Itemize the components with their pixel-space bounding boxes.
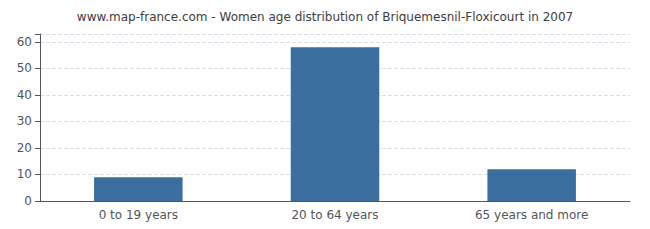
svg-text:30: 30 bbox=[17, 114, 32, 128]
svg-text:40: 40 bbox=[17, 88, 32, 102]
svg-text:50: 50 bbox=[17, 61, 32, 75]
svg-text:60: 60 bbox=[17, 35, 32, 49]
svg-text:0: 0 bbox=[24, 194, 32, 208]
svg-text:20 to 64 years: 20 to 64 years bbox=[291, 208, 378, 222]
svg-text:10: 10 bbox=[17, 167, 32, 181]
svg-text:www.map-france.com - Women age: www.map-france.com - Women age distribut… bbox=[77, 10, 573, 24]
svg-text:20: 20 bbox=[17, 141, 32, 155]
svg-text:65 years and more: 65 years and more bbox=[475, 208, 588, 222]
svg-text:0 to 19 years: 0 to 19 years bbox=[99, 208, 178, 222]
